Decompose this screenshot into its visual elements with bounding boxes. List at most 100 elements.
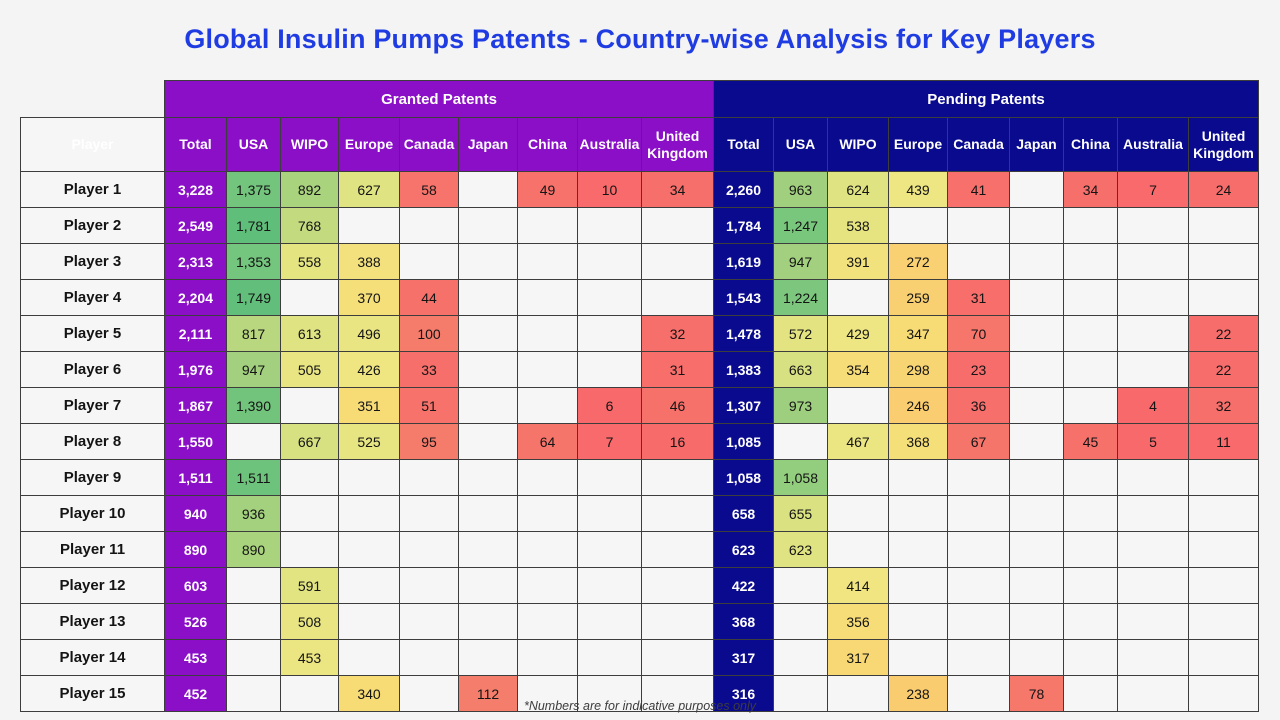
pending-value-cell [888,207,948,244]
player-cell: Player 2 [20,207,165,244]
pending-column-header-japan: Japan [1009,117,1064,172]
pending-value-cell: 24 [1188,171,1259,208]
pending-value-cell: 663 [773,351,828,388]
table-row: Player 6 1,976 947 505 426 33 31 1,383 663 354 298… [20,351,1259,388]
player-cell: Player 7 [20,387,165,424]
pending-value-cell [1117,495,1189,532]
patents-table: Granted Patents Pending Patents Player T… [20,80,1259,712]
granted-patents-group-header: Granted Patents [164,80,714,118]
granted-total-cell: 2,204 [164,279,227,316]
granted-total-cell: 453 [164,639,227,676]
pending-total-cell: 1,307 [713,387,774,424]
pending-value-cell [1117,531,1189,568]
pending-value-cell: 1,247 [773,207,828,244]
pending-total-cell: 623 [713,531,774,568]
granted-value-cell [577,351,642,388]
granted-value-cell [517,315,578,352]
table-row: Player 15 452 340 112 316 238 78 [20,675,1259,712]
pending-value-cell [1063,315,1118,352]
granted-value-cell [577,531,642,568]
granted-value-cell: 51 [399,387,459,424]
granted-total-cell: 1,550 [164,423,227,460]
granted-value-cell [399,567,459,604]
granted-total-cell: 940 [164,495,227,532]
player-cell: Player 5 [20,315,165,352]
page-title: Global Insulin Pumps Patents - Country-w… [184,24,1096,54]
pending-column-header-europe: Europe [888,117,948,172]
granted-column-header-europe: Europe [338,117,400,172]
pending-value-cell: 70 [947,315,1010,352]
granted-value-cell: 7 [577,423,642,460]
granted-total-cell: 1,976 [164,351,227,388]
granted-value-cell: 31 [641,351,714,388]
granted-value-cell: 613 [280,315,339,352]
granted-value-cell [338,495,400,532]
granted-value-cell: 34 [641,171,714,208]
pending-value-cell [1117,603,1189,640]
granted-value-cell: 32 [641,315,714,352]
granted-value-cell: 496 [338,315,400,352]
granted-value-cell [458,207,518,244]
pending-value-cell: 4 [1117,387,1189,424]
granted-value-cell [517,243,578,280]
granted-value-cell [458,171,518,208]
granted-column-header-united-kingdom: United Kingdom [641,117,714,172]
granted-value-cell [399,639,459,676]
pending-value-cell: 1,058 [773,459,828,496]
granted-value-cell [338,639,400,676]
granted-value-cell: 1,375 [226,171,281,208]
pending-value-cell [888,495,948,532]
pending-total-cell: 658 [713,495,774,532]
granted-value-cell: 1,511 [226,459,281,496]
granted-value-cell: 1,749 [226,279,281,316]
pending-total-cell: 1,619 [713,243,774,280]
granted-value-cell: 890 [226,531,281,568]
pending-value-cell [1009,531,1064,568]
pending-value-cell: 23 [947,351,1010,388]
granted-value-cell: 10 [577,171,642,208]
granted-value-cell [517,531,578,568]
granted-column-header-usa: USA [226,117,281,172]
granted-value-cell: 591 [280,567,339,604]
granted-value-cell: 64 [517,423,578,460]
pending-value-cell: 429 [827,315,889,352]
pending-value-cell [1009,171,1064,208]
granted-value-cell [338,207,400,244]
granted-value-cell: 1,781 [226,207,281,244]
granted-value-cell [458,387,518,424]
pending-value-cell [1117,315,1189,352]
pending-value-cell [947,567,1010,604]
granted-value-cell [641,531,714,568]
pending-value-cell [1009,279,1064,316]
pending-value-cell [1188,495,1259,532]
granted-value-cell [458,603,518,640]
pending-value-cell [1063,351,1118,388]
pending-value-cell [888,567,948,604]
granted-value-cell [517,459,578,496]
granted-value-cell [517,387,578,424]
pending-column-header-total: Total [713,117,774,172]
granted-value-cell [517,207,578,244]
pending-value-cell [1009,567,1064,604]
pending-value-cell [1188,639,1259,676]
pending-value-cell: 272 [888,243,948,280]
granted-value-cell: 351 [338,387,400,424]
granted-total-cell: 1,867 [164,387,227,424]
pending-value-cell [1063,387,1118,424]
pending-value-cell [1009,315,1064,352]
pending-value-cell [1117,675,1189,712]
group-header-row: Granted Patents Pending Patents [21,80,1259,118]
table-row: Player 9 1,511 1,511 1,058 1,058 [20,459,1259,496]
pending-total-cell: 2,260 [713,171,774,208]
table-row: Player 13 526 508 368 356 [20,603,1259,640]
granted-value-cell [399,495,459,532]
pending-value-cell [1117,459,1189,496]
pending-value-cell [773,639,828,676]
pending-value-cell [1009,207,1064,244]
pending-value-cell [947,459,1010,496]
granted-value-cell: 426 [338,351,400,388]
pending-value-cell: 34 [1063,171,1118,208]
pending-value-cell [888,459,948,496]
granted-value-cell [641,243,714,280]
granted-value-cell [517,603,578,640]
